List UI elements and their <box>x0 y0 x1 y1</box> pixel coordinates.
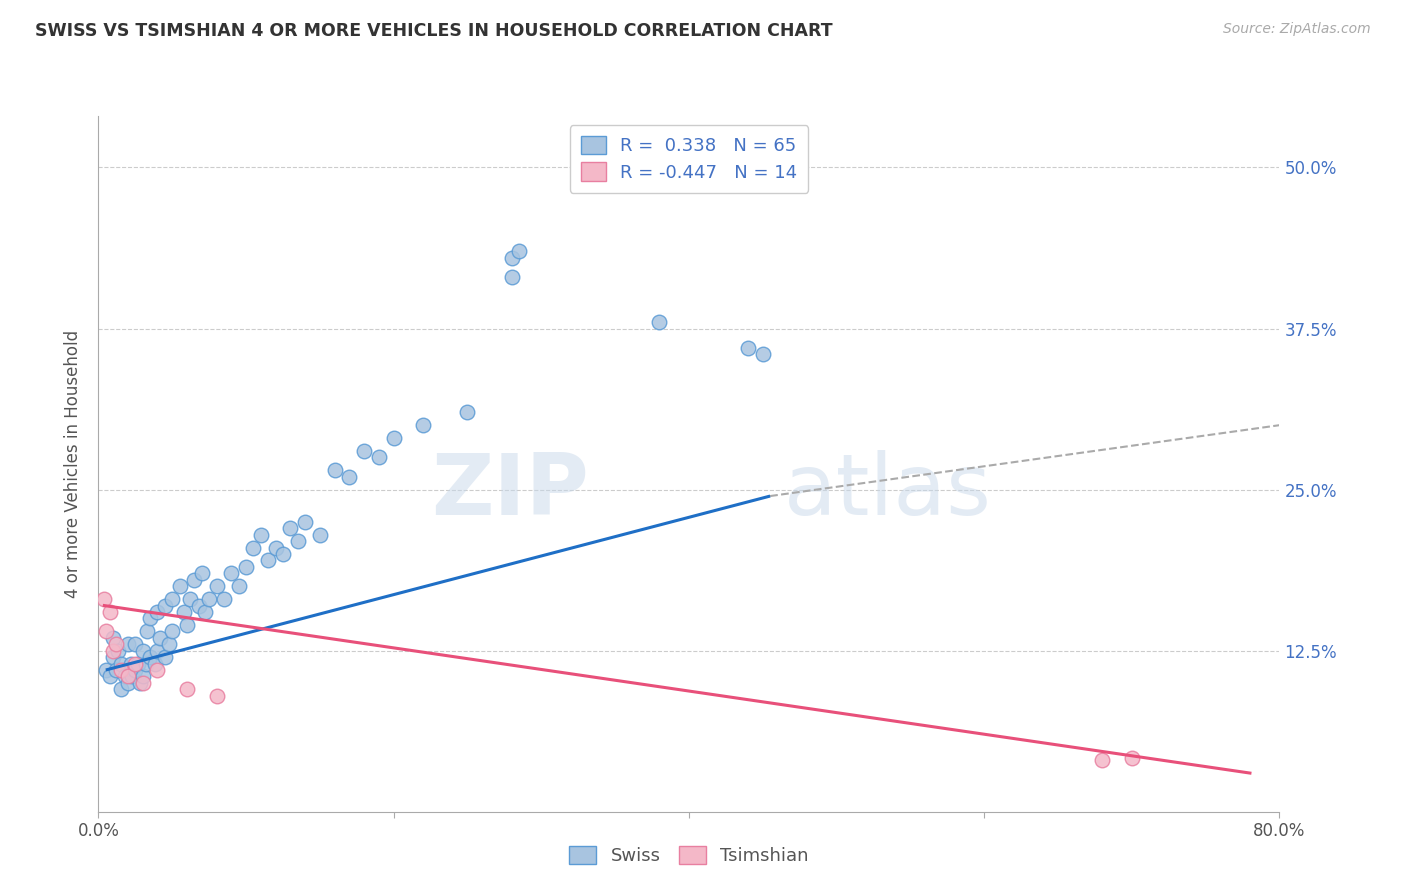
Point <box>105 637 128 651</box>
Point <box>157 637 180 651</box>
Point <box>179 592 201 607</box>
Point <box>353 444 375 458</box>
Point <box>382 431 405 445</box>
Point <box>146 643 169 657</box>
Text: atlas: atlas <box>783 450 991 533</box>
Point <box>105 663 128 677</box>
Point <box>183 573 205 587</box>
Text: SWISS VS TSIMSHIAN 4 OR MORE VEHICLES IN HOUSEHOLD CORRELATION CHART: SWISS VS TSIMSHIAN 4 OR MORE VEHICLES IN… <box>35 22 832 40</box>
Point <box>169 579 191 593</box>
Point <box>1091 753 1114 767</box>
Point <box>127 657 149 671</box>
Point <box>103 643 125 657</box>
Point <box>153 599 176 613</box>
Point <box>250 527 273 541</box>
Point <box>278 521 302 535</box>
Point <box>146 663 169 677</box>
Point <box>228 579 250 593</box>
Point <box>205 689 228 703</box>
Point <box>94 624 117 639</box>
Point <box>149 631 172 645</box>
Point <box>212 592 235 607</box>
Point <box>191 566 214 581</box>
Point <box>205 579 228 593</box>
Point <box>153 650 176 665</box>
Point <box>176 682 198 697</box>
Point <box>110 663 132 677</box>
Point <box>235 560 257 574</box>
Point <box>124 657 146 671</box>
Point <box>98 669 121 683</box>
Point <box>124 637 146 651</box>
Point <box>187 599 209 613</box>
Point <box>121 669 143 683</box>
Point <box>162 624 183 639</box>
Point <box>264 541 287 555</box>
Point <box>107 643 129 657</box>
Point <box>257 553 280 567</box>
Text: Source: ZipAtlas.com: Source: ZipAtlas.com <box>1223 22 1371 37</box>
Point <box>117 676 139 690</box>
Point <box>508 244 530 259</box>
Point <box>143 657 166 671</box>
Point <box>132 676 155 690</box>
Text: ZIP: ZIP <box>430 450 589 533</box>
Point <box>110 682 132 697</box>
Point <box>1121 750 1143 764</box>
Point <box>501 251 523 265</box>
Point <box>128 676 150 690</box>
Point <box>146 605 169 619</box>
Point <box>132 643 155 657</box>
Point <box>287 534 309 549</box>
Point <box>271 547 294 561</box>
Point <box>368 450 391 465</box>
Point <box>103 631 125 645</box>
Legend: Swiss, Tsimshian: Swiss, Tsimshian <box>562 838 815 872</box>
Point <box>103 650 125 665</box>
Point <box>176 618 198 632</box>
Point <box>132 669 155 683</box>
Point <box>309 527 332 541</box>
Point <box>139 611 162 625</box>
Point <box>194 605 217 619</box>
Point <box>323 463 346 477</box>
Point <box>242 541 264 555</box>
Point <box>124 663 146 677</box>
Point <box>117 637 139 651</box>
Point <box>456 405 478 419</box>
Point <box>294 515 316 529</box>
Y-axis label: 4 or more Vehicles in Household: 4 or more Vehicles in Household <box>65 330 83 598</box>
Point <box>501 270 523 285</box>
Point <box>136 624 159 639</box>
Point <box>173 605 195 619</box>
Point <box>93 592 115 607</box>
Point <box>648 315 671 329</box>
Point <box>412 418 434 433</box>
Point <box>339 469 360 483</box>
Point <box>94 663 117 677</box>
Point <box>737 341 759 355</box>
Point <box>198 592 221 607</box>
Point <box>110 657 132 671</box>
Point <box>139 650 162 665</box>
Point <box>162 592 183 607</box>
Point <box>751 347 773 361</box>
Point <box>114 669 136 683</box>
Point <box>135 657 157 671</box>
Point <box>120 657 142 671</box>
Point <box>219 566 242 581</box>
Point <box>98 605 121 619</box>
Point <box>117 669 139 683</box>
